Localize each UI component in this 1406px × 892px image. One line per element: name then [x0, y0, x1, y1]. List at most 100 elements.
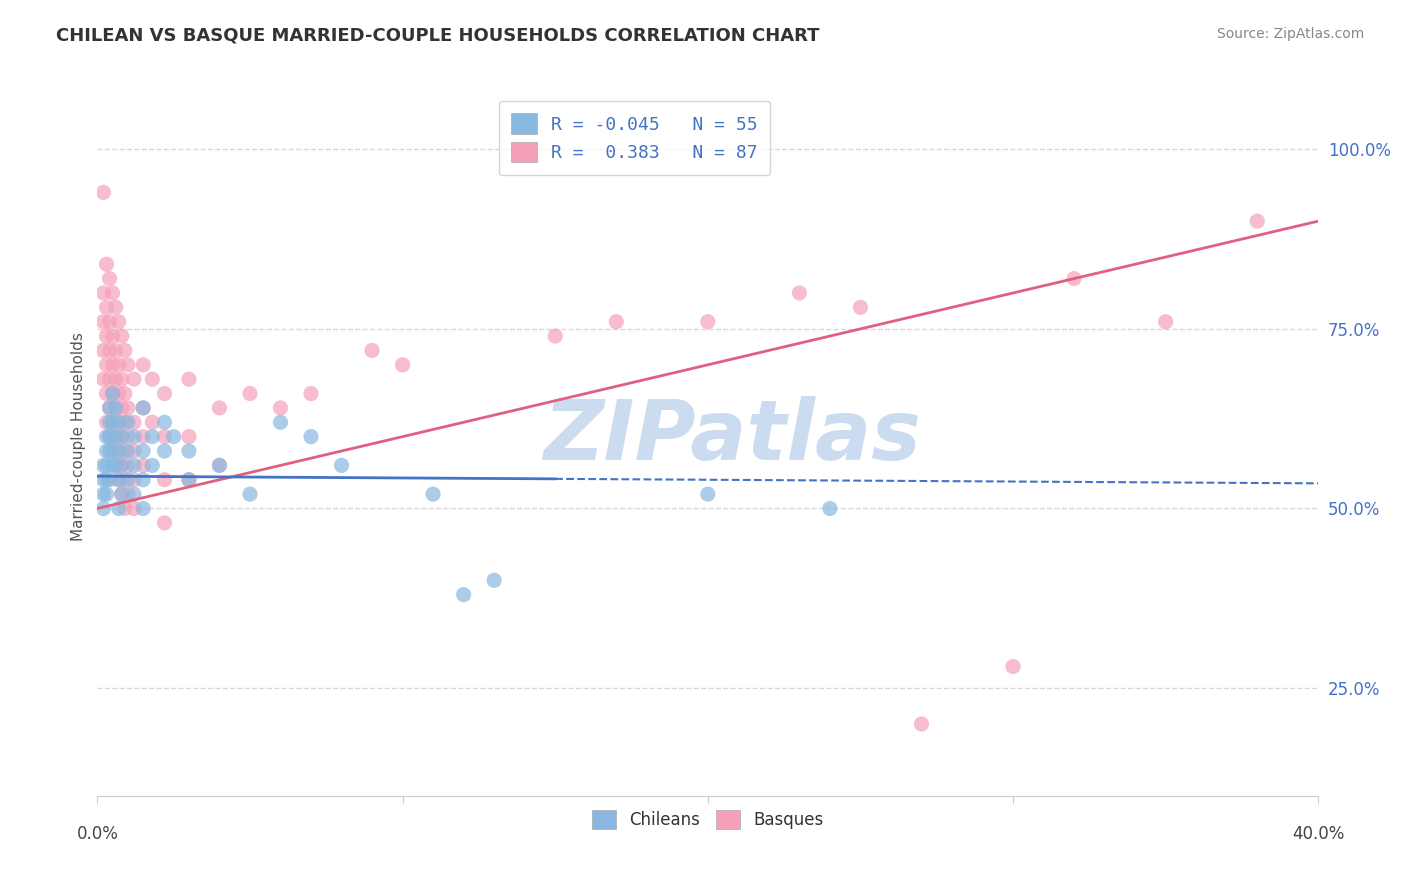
- Point: [98, 401, 121, 415]
- Point: [269, 415, 291, 429]
- Point: [93, 473, 115, 487]
- Point: [93, 487, 115, 501]
- Point: [141, 415, 163, 429]
- Point: [114, 444, 136, 458]
- Point: [117, 401, 139, 415]
- Point: [208, 458, 231, 473]
- Point: [122, 458, 145, 473]
- Point: [177, 444, 200, 458]
- Point: [122, 444, 145, 458]
- Point: [107, 415, 129, 429]
- Point: [96, 386, 118, 401]
- Point: [107, 473, 129, 487]
- Point: [1063, 271, 1085, 285]
- Point: [111, 430, 134, 444]
- Point: [153, 444, 176, 458]
- Point: [93, 501, 115, 516]
- Point: [163, 430, 186, 444]
- Text: Source: ZipAtlas.com: Source: ZipAtlas.com: [1216, 27, 1364, 41]
- Point: [117, 415, 139, 429]
- Point: [96, 329, 118, 343]
- Point: [107, 501, 129, 516]
- Point: [98, 343, 121, 358]
- Point: [104, 401, 127, 415]
- Point: [153, 473, 176, 487]
- Point: [107, 473, 129, 487]
- Point: [96, 415, 118, 429]
- Point: [482, 574, 505, 588]
- Point: [132, 444, 155, 458]
- Point: [111, 487, 134, 501]
- Point: [132, 358, 155, 372]
- Point: [111, 401, 134, 415]
- Text: ZIPatlas: ZIPatlas: [543, 396, 921, 477]
- Point: [107, 415, 129, 429]
- Point: [849, 301, 872, 315]
- Point: [153, 430, 176, 444]
- Point: [101, 386, 124, 401]
- Point: [104, 301, 127, 315]
- Point: [544, 329, 567, 343]
- Point: [98, 430, 121, 444]
- Point: [153, 516, 176, 530]
- Point: [114, 473, 136, 487]
- Point: [104, 458, 127, 473]
- Point: [107, 444, 129, 458]
- Point: [107, 315, 129, 329]
- Point: [132, 430, 155, 444]
- Point: [361, 343, 384, 358]
- Point: [910, 717, 932, 731]
- Point: [122, 473, 145, 487]
- Text: 0.0%: 0.0%: [76, 824, 118, 843]
- Point: [239, 386, 262, 401]
- Point: [605, 315, 627, 329]
- Point: [1002, 659, 1025, 673]
- Point: [104, 458, 127, 473]
- Point: [98, 444, 121, 458]
- Point: [101, 386, 124, 401]
- Point: [141, 430, 163, 444]
- Point: [96, 487, 118, 501]
- Point: [117, 458, 139, 473]
- Point: [117, 473, 139, 487]
- Point: [122, 415, 145, 429]
- Text: CHILEAN VS BASQUE MARRIED-COUPLE HOUSEHOLDS CORRELATION CHART: CHILEAN VS BASQUE MARRIED-COUPLE HOUSEHO…: [56, 27, 820, 45]
- Point: [107, 386, 129, 401]
- Point: [453, 588, 475, 602]
- Point: [114, 386, 136, 401]
- Point: [153, 386, 176, 401]
- Point: [153, 415, 176, 429]
- Point: [93, 285, 115, 300]
- Point: [132, 401, 155, 415]
- Point: [93, 343, 115, 358]
- Point: [98, 372, 121, 386]
- Point: [111, 430, 134, 444]
- Point: [96, 257, 118, 271]
- Point: [177, 473, 200, 487]
- Point: [98, 271, 121, 285]
- Point: [93, 372, 115, 386]
- Point: [96, 458, 118, 473]
- Point: [98, 415, 121, 429]
- Point: [299, 430, 322, 444]
- Point: [117, 358, 139, 372]
- Point: [104, 430, 127, 444]
- Point: [141, 372, 163, 386]
- Point: [177, 372, 200, 386]
- Point: [818, 501, 841, 516]
- Point: [177, 473, 200, 487]
- Point: [132, 473, 155, 487]
- Point: [122, 430, 145, 444]
- Point: [98, 401, 121, 415]
- Point: [208, 401, 231, 415]
- Point: [122, 487, 145, 501]
- Point: [98, 473, 121, 487]
- Point: [696, 487, 718, 501]
- Y-axis label: Married-couple Households: Married-couple Households: [72, 332, 86, 541]
- Point: [239, 487, 262, 501]
- Point: [101, 285, 124, 300]
- Point: [101, 444, 124, 458]
- Point: [114, 501, 136, 516]
- Point: [101, 358, 124, 372]
- Point: [96, 430, 118, 444]
